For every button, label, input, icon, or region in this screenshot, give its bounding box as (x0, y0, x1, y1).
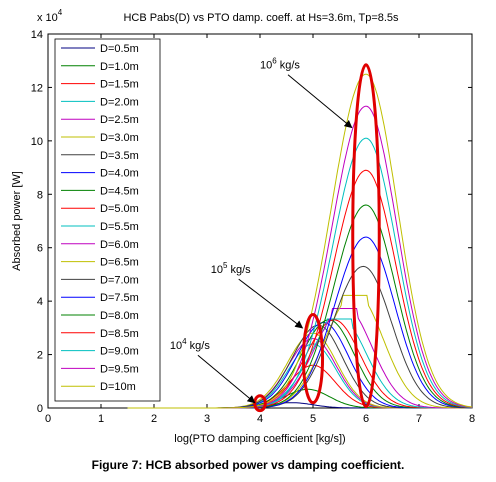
legend-entry: D=0.5m (100, 43, 139, 55)
x-tick-label: 6 (363, 413, 369, 425)
legend-entry: D=6.5m (100, 257, 139, 269)
highlight-ellipse (351, 63, 381, 409)
annotation-arrow (287, 74, 353, 129)
legend-entry: D=8.0m (100, 310, 139, 322)
highlight-ellipses (253, 63, 381, 413)
series-line (127, 265, 472, 409)
annotation-arrow (197, 354, 256, 404)
legend-entry: D=8.5m (100, 328, 139, 340)
y-tick-label: 2 (37, 350, 43, 362)
x-tick-label: 1 (98, 413, 104, 425)
x-tick-label: 0 (45, 413, 51, 425)
series-lines (127, 73, 473, 409)
x-tick-label: 5 (310, 413, 316, 425)
y-tick-label: 4 (37, 296, 43, 308)
legend-entry: D=6.0m (100, 239, 139, 251)
legend-entry: D=9.5m (100, 363, 139, 375)
legend-entry: D=1.0m (100, 61, 139, 73)
y-tick-label: 0 (37, 403, 43, 415)
x-axis-label: log(PTO damping coefficient [kg/s]) (174, 433, 345, 445)
legend-entry: D=4.5m (100, 185, 139, 197)
chart: HCB Pabs(D) vs PTO damp. coeff. at Hs=3.… (11, 8, 475, 445)
figure-caption: Figure 7: HCB absorbed power vs damping … (91, 458, 405, 472)
series-line (127, 236, 472, 409)
series-line (127, 73, 473, 409)
annotation-label: 106 kg/s (260, 57, 300, 72)
legend-entry: D=2.5m (100, 114, 139, 126)
legend-box (54, 38, 161, 402)
y-tick-label: 6 (37, 243, 43, 255)
legend-entry: D=1.5m (100, 79, 139, 91)
y-tick-label: 8 (37, 189, 43, 201)
legend-entry: D=2.0m (100, 96, 139, 108)
chart-title: HCB Pabs(D) vs PTO damp. coeff. at Hs=3.… (123, 12, 399, 24)
x-tick-label: 4 (257, 413, 263, 425)
x-tick-label: 3 (204, 413, 210, 425)
legend-entry: D=10m (100, 381, 136, 393)
y-tick-label: 14 (31, 29, 43, 41)
annotations: 106 kg/s 105 kg/s 104 kg/s (170, 57, 353, 404)
y-multiplier: x 104 (37, 8, 63, 24)
x-tick-label: 7 (416, 413, 422, 425)
legend-entry: D=9.0m (100, 346, 139, 358)
x-tick-label: 8 (469, 413, 475, 425)
legend-entry: D=5.0m (100, 203, 139, 215)
annotation-arrow (238, 278, 304, 329)
legend-entry: D=7.5m (100, 292, 139, 304)
legend-entry: D=4.0m (100, 168, 139, 180)
y-axis-label: Absorbed power [W] (11, 171, 23, 271)
y-tick-label: 12 (31, 82, 43, 94)
x-tick-label: 2 (151, 413, 157, 425)
legend-entry: D=3.0m (100, 132, 139, 144)
annotation-label: 104 kg/s (170, 337, 210, 352)
y-tick-label: 10 (31, 136, 43, 148)
annotation-label: 105 kg/s (211, 261, 251, 276)
legend-entry: D=7.0m (100, 274, 139, 286)
legend-entry: D=5.5m (100, 221, 139, 233)
legend: D=0.5m D=1.0m D=1.5m D=2.0m D=2.5m D=3.0m D=3.… (54, 38, 161, 402)
legend-entry: D=3.5m (100, 150, 139, 162)
highlight-ellipse (301, 313, 325, 405)
